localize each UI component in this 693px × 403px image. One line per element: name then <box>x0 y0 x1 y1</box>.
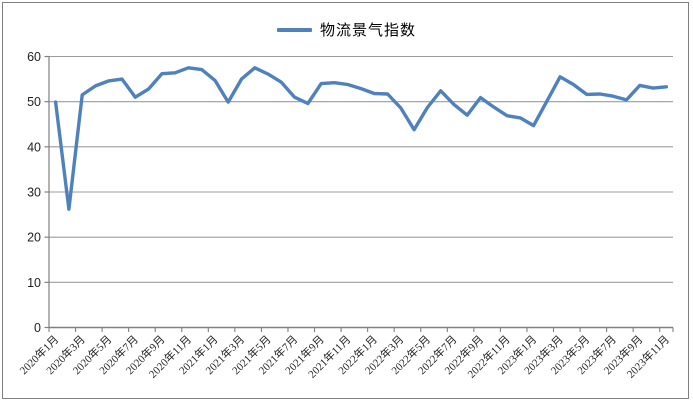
y-tick-label: 0 <box>34 321 41 335</box>
y-tick-label: 60 <box>27 50 41 64</box>
legend-label: 物流景气指数 <box>319 23 416 39</box>
y-tick-label: 40 <box>27 140 41 154</box>
legend-line-swatch <box>276 27 312 32</box>
y-tick-label: 20 <box>27 231 41 245</box>
y-tick-label: 50 <box>27 95 41 109</box>
y-tick-label: 30 <box>27 186 41 200</box>
legend: 物流景气指数 <box>0 19 693 40</box>
y-tick-label: 10 <box>27 276 41 290</box>
series-line <box>53 66 669 211</box>
